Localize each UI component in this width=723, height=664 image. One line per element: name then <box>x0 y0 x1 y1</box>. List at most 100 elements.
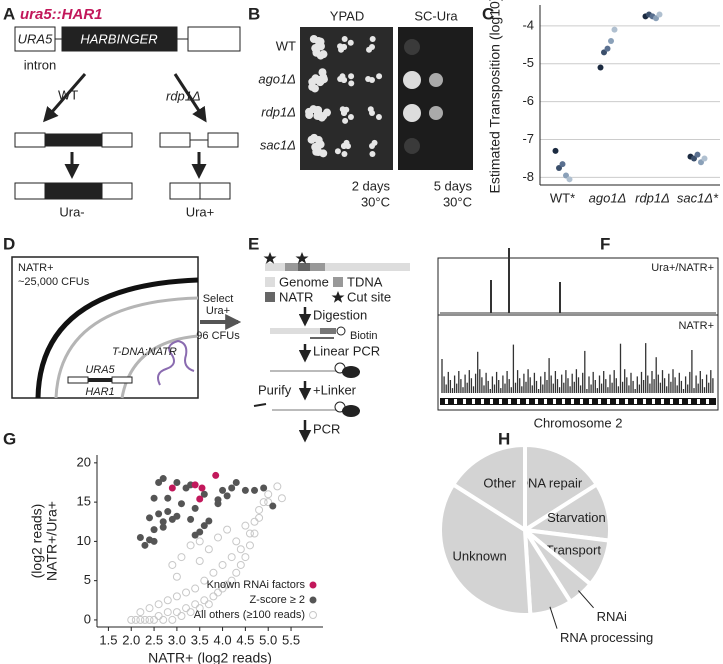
y-tick-label: 15 <box>77 494 91 509</box>
point <box>223 525 232 534</box>
point <box>177 612 186 621</box>
point <box>701 155 708 162</box>
chromosome-tick <box>634 399 637 404</box>
chromosome-tick <box>517 399 520 404</box>
point <box>150 537 158 545</box>
colony <box>369 150 376 157</box>
colony <box>375 113 382 120</box>
point <box>552 147 559 154</box>
point <box>236 560 245 569</box>
colony <box>366 46 373 53</box>
x-tick-label: 2.0 <box>122 632 140 647</box>
slice-label: Other <box>483 475 516 490</box>
y-tick-label: -7 <box>522 131 534 146</box>
legend-label: All others (≥100 reads) <box>194 609 305 621</box>
point <box>131 615 140 624</box>
point <box>198 484 206 492</box>
point <box>191 531 199 539</box>
exon-box <box>14 26 56 52</box>
colony <box>404 138 420 154</box>
point <box>611 26 618 33</box>
construct-title: ura5::HAR1 <box>20 6 103 23</box>
step-label: +Linker <box>313 382 357 397</box>
point <box>245 529 254 538</box>
x-tick-label: sac1Δ* <box>677 190 719 205</box>
legend-label: Z-score ≥ 2 <box>249 594 305 606</box>
slice-label: DNA repair <box>519 475 583 490</box>
point <box>164 494 172 502</box>
pie-slice <box>523 442 600 534</box>
cell-wall <box>35 277 199 399</box>
track-frame <box>437 257 719 411</box>
point <box>241 553 250 562</box>
panel-letter: H <box>498 429 510 448</box>
chromosome-tick <box>625 399 628 404</box>
point <box>232 478 240 486</box>
chromosome-tick <box>535 399 538 404</box>
arrow <box>43 73 87 123</box>
x-axis-title: Chromosome 2 <box>534 415 623 430</box>
x-tick-label: 4.0 <box>214 632 232 647</box>
transposon-label: HARBINGER <box>80 31 157 46</box>
legend-label: NATR <box>279 289 313 304</box>
chromosome-tick <box>697 399 700 404</box>
column-label: SC-Ura <box>414 8 458 23</box>
colony <box>305 107 314 116</box>
purify-label: Purify <box>258 382 292 397</box>
point <box>218 560 227 569</box>
chromosome-tick <box>706 399 709 404</box>
point <box>163 596 172 605</box>
point <box>155 510 163 518</box>
y-tick-label: -6 <box>522 93 534 108</box>
point <box>136 608 145 617</box>
legend-marker <box>309 581 317 589</box>
point <box>145 615 154 624</box>
insert-label: T-DNA:NATR <box>112 346 177 358</box>
point <box>241 486 249 494</box>
point <box>260 484 268 492</box>
point <box>556 164 562 171</box>
point <box>140 615 149 624</box>
point <box>264 498 273 507</box>
exon-box <box>14 182 46 200</box>
linker <box>253 403 267 407</box>
colony <box>316 78 325 87</box>
condition-time: 2 days <box>352 178 391 193</box>
point <box>212 471 220 479</box>
pie-slice <box>438 481 533 617</box>
chromosome-tick <box>463 399 466 404</box>
panel-letter: E <box>248 234 259 253</box>
colony <box>348 80 355 87</box>
x-tick-label: 1.5 <box>99 632 117 647</box>
slice-label: Transport <box>546 542 602 557</box>
point <box>191 504 199 512</box>
chromosome-tick <box>643 399 646 404</box>
slice-label: RNAi <box>597 609 627 624</box>
y-axis-title: NATR+/Ura+ <box>44 501 60 581</box>
fragment <box>320 328 336 334</box>
point <box>136 533 144 541</box>
point <box>214 500 222 508</box>
colony <box>318 68 327 77</box>
condition-temp: 30°C <box>361 194 390 209</box>
panel-e: Genome TDNA NATR Cut site Digestion Biot… <box>253 252 410 443</box>
chromosome-tick <box>607 399 610 404</box>
leader-line <box>578 590 594 609</box>
chromatin <box>157 339 195 386</box>
chromosome-tick <box>481 399 484 404</box>
chromosome-tick <box>571 399 574 404</box>
y-tick-label: 0 <box>84 611 91 626</box>
point <box>191 600 200 609</box>
colony <box>342 117 349 124</box>
chromosome-tick <box>508 399 511 404</box>
point <box>159 518 167 526</box>
colony <box>347 39 354 46</box>
point <box>691 155 697 162</box>
colony <box>313 111 322 120</box>
x-tick-label: WT* <box>550 190 575 205</box>
exon-box <box>187 26 241 52</box>
point <box>186 608 195 617</box>
panel-letter: F <box>600 234 610 253</box>
colony <box>334 148 341 155</box>
point <box>204 600 213 609</box>
